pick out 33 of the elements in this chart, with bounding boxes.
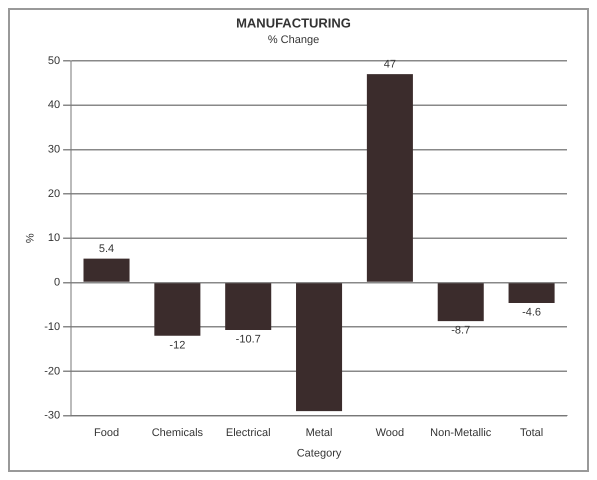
y-tick-label: 40 — [48, 99, 60, 112]
x-tick-label: Non-Metallic — [430, 427, 492, 440]
y-tick-label: 10 — [48, 232, 60, 244]
x-tick-label: Metal — [306, 427, 332, 440]
y-tick-label: -10 — [44, 320, 60, 333]
x-tick-label: Chemicals — [152, 427, 204, 440]
data-label: 47 — [384, 58, 396, 71]
y-tick-label: 0 — [54, 276, 60, 289]
chart-subtitle: % Change — [268, 34, 320, 46]
bar — [83, 258, 130, 282]
data-label: -12 — [169, 339, 186, 352]
x-tick-label: Food — [94, 427, 120, 440]
x-tick-label: Total — [520, 427, 544, 440]
y-tick-label: 30 — [48, 144, 60, 156]
bar — [154, 283, 200, 336]
data-label: -10.7 — [236, 334, 261, 346]
bar — [508, 283, 555, 303]
x-tick-label: Electrical — [226, 427, 271, 440]
y-tick-label: 50 — [48, 54, 60, 67]
data-label: -4.6 — [522, 306, 542, 318]
x-axis-title: Category — [296, 447, 342, 460]
bar — [296, 283, 342, 412]
chart-title: MANUFACTURING — [236, 15, 351, 30]
x-tick-label: Wood — [376, 427, 404, 440]
data-label: 5.4 — [98, 243, 114, 256]
bar — [225, 283, 272, 330]
y-axis-title: % — [24, 233, 37, 244]
y-tick-label: -30 — [44, 410, 60, 422]
y-tick-label: -20 — [44, 365, 60, 378]
bar — [366, 74, 413, 282]
y-tick-label: 20 — [48, 188, 60, 200]
data-label: -8.7 — [451, 324, 470, 337]
bar — [438, 283, 484, 322]
